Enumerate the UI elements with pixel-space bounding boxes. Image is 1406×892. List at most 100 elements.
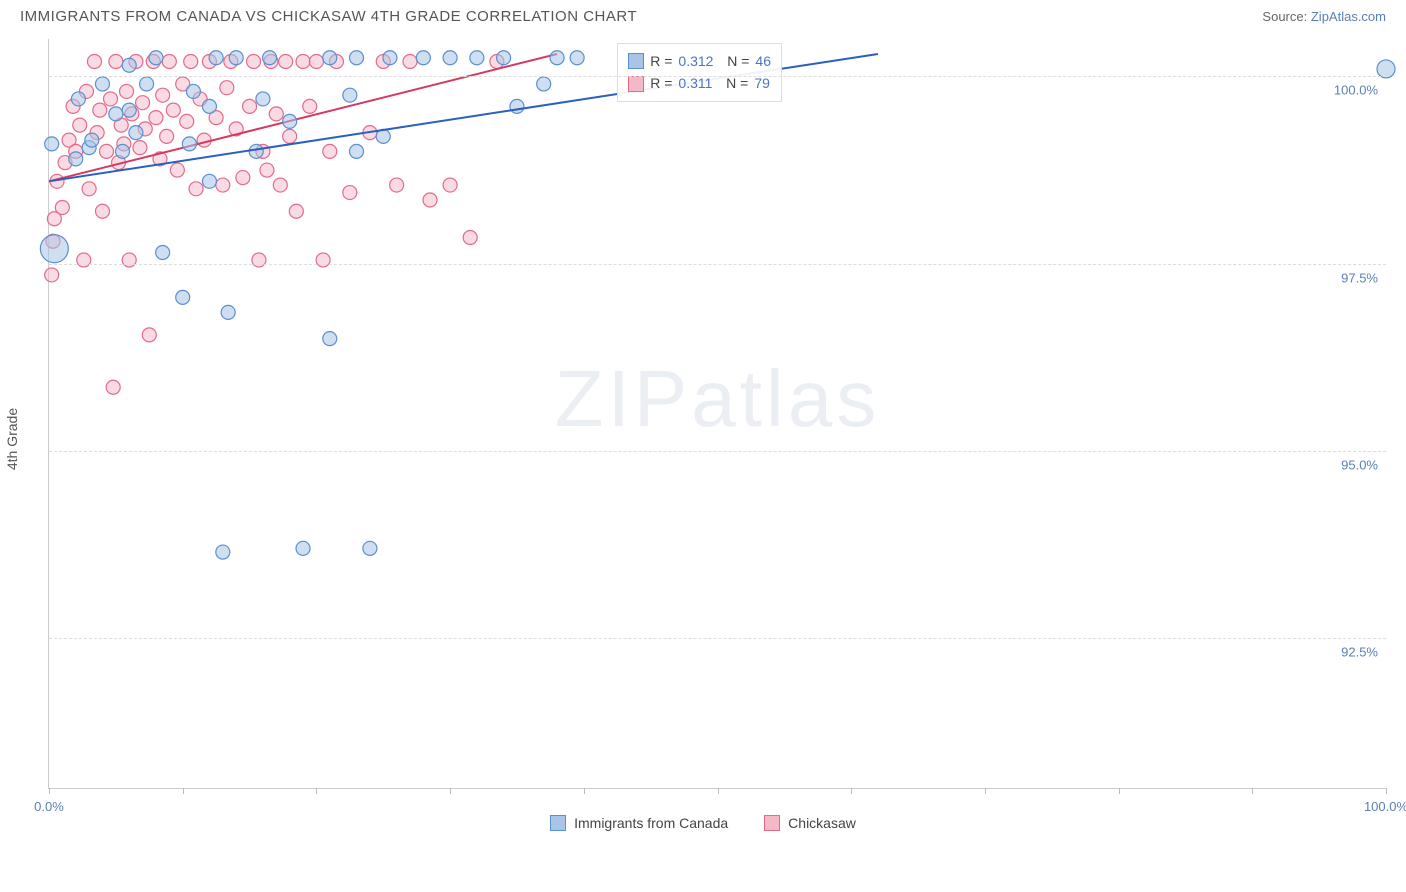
canada-point [149, 51, 163, 65]
chickasaw-point [296, 54, 310, 68]
canada-point [40, 235, 68, 263]
chickasaw-point [82, 182, 96, 196]
chickasaw-point [109, 54, 123, 68]
canada-point [109, 107, 123, 121]
canada-point [202, 174, 216, 188]
legend-label: Immigrants from Canada [574, 815, 728, 831]
chickasaw-trendline [49, 54, 557, 181]
chickasaw-point [162, 54, 176, 68]
chickasaw-point [236, 171, 250, 185]
canada-point [209, 51, 223, 65]
chickasaw-point [93, 103, 107, 117]
chickasaw-point [463, 230, 477, 244]
y-tick-label: 97.5% [1341, 270, 1378, 285]
canada-point [140, 77, 154, 91]
chickasaw-point [170, 163, 184, 177]
chickasaw-point [289, 204, 303, 218]
chickasaw-point [303, 99, 317, 113]
chickasaw-point [220, 81, 234, 95]
chickasaw-point [260, 163, 274, 177]
chickasaw-point [156, 88, 170, 102]
x-tick [851, 788, 852, 794]
chickasaw-point [95, 204, 109, 218]
stat-r-value: 0.312 [678, 50, 713, 72]
legend-item-canada[interactable]: Immigrants from Canada [550, 815, 728, 831]
y-axis-label: 4th Grade [4, 408, 20, 470]
canada-point [470, 51, 484, 65]
chickasaw-legend-swatch-icon [764, 815, 780, 831]
chickasaw-point [87, 54, 101, 68]
correlation-stats-box: R =0.312 N =46R =0.311 N =79 [617, 43, 782, 102]
x-tick-label: 0.0% [34, 799, 64, 814]
canada-point [156, 245, 170, 259]
grid-line [49, 638, 1386, 639]
chickasaw-point [106, 380, 120, 394]
canada-point [416, 51, 430, 65]
chickasaw-point [390, 178, 404, 192]
canada-point [45, 137, 59, 151]
chickasaw-point [189, 182, 203, 196]
x-tick [316, 788, 317, 794]
chickasaw-point [166, 103, 180, 117]
grid-line [49, 76, 1386, 77]
x-tick [183, 788, 184, 794]
chickasaw-point [252, 253, 266, 267]
chickasaw-point [104, 92, 118, 106]
canada-point [263, 51, 277, 65]
chart-title: IMMIGRANTS FROM CANADA VS CHICKASAW 4TH … [20, 8, 637, 25]
canada-point [176, 290, 190, 304]
x-tick [1386, 788, 1387, 794]
canada-point [283, 114, 297, 128]
canada-point [323, 51, 337, 65]
chickasaw-point [99, 144, 113, 158]
canada-legend-swatch-icon [550, 815, 566, 831]
canada-point [323, 332, 337, 346]
chickasaw-point [180, 114, 194, 128]
canada-point [296, 541, 310, 555]
chickasaw-swatch-icon [628, 76, 644, 92]
x-tick [450, 788, 451, 794]
legend: Immigrants from Canada Chickasaw [0, 815, 1406, 831]
canada-point [229, 51, 243, 65]
x-tick [1252, 788, 1253, 794]
chickasaw-point [133, 141, 147, 155]
chickasaw-point [160, 129, 174, 143]
chickasaw-point [283, 129, 297, 143]
y-tick-label: 92.5% [1341, 645, 1378, 660]
chickasaw-point [216, 178, 230, 192]
x-tick [718, 788, 719, 794]
chickasaw-point [247, 54, 261, 68]
canada-point [510, 99, 524, 113]
canada-point [570, 51, 584, 65]
chickasaw-point [149, 111, 163, 125]
canada-point [550, 51, 564, 65]
plot-svg [49, 39, 1386, 788]
canada-point [249, 144, 263, 158]
x-tick-label: 100.0% [1364, 799, 1406, 814]
x-tick [1119, 788, 1120, 794]
stat-row-canada: R =0.312 N =46 [628, 50, 771, 72]
chickasaw-point [120, 84, 134, 98]
canada-point [95, 77, 109, 91]
x-tick [49, 788, 50, 794]
source-attribution: Source: ZipAtlas.com [1262, 9, 1386, 24]
canada-swatch-icon [628, 53, 644, 69]
canada-point [85, 133, 99, 147]
canada-point [383, 51, 397, 65]
chickasaw-point [136, 96, 150, 110]
chickasaw-point [142, 328, 156, 342]
chickasaw-point [269, 107, 283, 121]
stat-r-label: R = [650, 50, 672, 72]
legend-item-chickasaw[interactable]: Chickasaw [764, 815, 856, 831]
canada-point [443, 51, 457, 65]
canada-point [363, 541, 377, 555]
canada-point [122, 103, 136, 117]
chickasaw-point [343, 186, 357, 200]
chickasaw-point [309, 54, 323, 68]
stat-n-label: N = [719, 50, 749, 72]
canada-point [350, 144, 364, 158]
source-link[interactable]: ZipAtlas.com [1311, 9, 1386, 24]
chickasaw-point [77, 253, 91, 267]
y-tick-label: 95.0% [1341, 457, 1378, 472]
source-label: Source: [1262, 9, 1307, 24]
